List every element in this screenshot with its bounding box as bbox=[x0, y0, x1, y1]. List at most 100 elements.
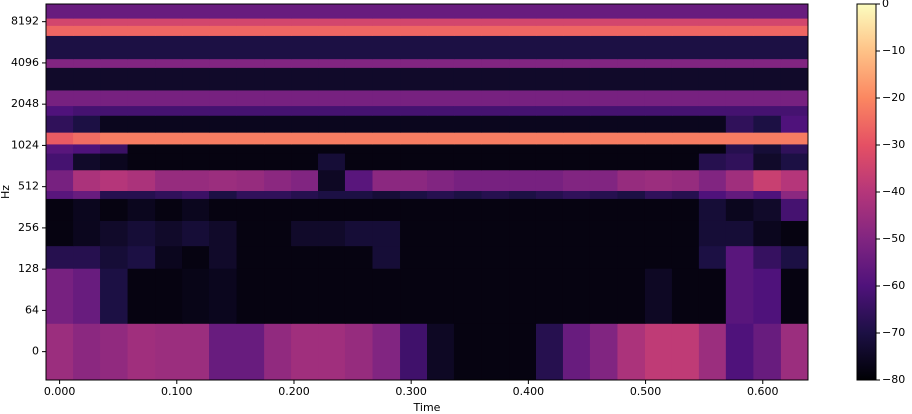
cell bbox=[671, 132, 700, 145]
colorbar bbox=[856, 3, 877, 381]
cell bbox=[427, 132, 455, 145]
colorbar-tick-label: −80 bbox=[882, 373, 905, 386]
cell bbox=[562, 143, 591, 154]
cell bbox=[264, 190, 292, 199]
cell bbox=[644, 268, 673, 324]
cell bbox=[155, 25, 183, 36]
cell bbox=[535, 115, 564, 133]
cell bbox=[535, 4, 564, 19]
cell bbox=[725, 143, 754, 154]
cell bbox=[617, 132, 646, 145]
y-tick-label: 128 bbox=[18, 262, 39, 275]
cell bbox=[344, 245, 374, 269]
cell bbox=[236, 153, 265, 171]
cell bbox=[698, 268, 727, 324]
cell bbox=[264, 198, 292, 221]
cell bbox=[264, 132, 292, 145]
cell bbox=[264, 169, 292, 191]
cell bbox=[182, 143, 210, 154]
cell bbox=[318, 4, 346, 19]
cell bbox=[344, 105, 374, 116]
cell bbox=[182, 198, 210, 221]
cell bbox=[344, 89, 374, 107]
cell bbox=[236, 220, 265, 247]
cell bbox=[100, 268, 129, 324]
cell bbox=[236, 35, 265, 60]
cell bbox=[617, 323, 646, 381]
cell bbox=[644, 115, 673, 133]
cell bbox=[427, 198, 455, 221]
cell bbox=[589, 25, 618, 36]
cell bbox=[372, 198, 401, 221]
cell bbox=[46, 198, 74, 221]
cell bbox=[753, 35, 782, 60]
cell bbox=[291, 25, 319, 36]
cell bbox=[427, 268, 455, 324]
cell bbox=[671, 245, 700, 269]
cell bbox=[780, 4, 809, 19]
cell bbox=[236, 198, 265, 221]
cell bbox=[400, 132, 428, 145]
cell bbox=[535, 169, 564, 191]
cell bbox=[400, 268, 428, 324]
y-tick-label: 512 bbox=[18, 180, 39, 193]
cell bbox=[535, 58, 564, 68]
cell bbox=[209, 323, 238, 381]
cell bbox=[589, 220, 618, 247]
cell bbox=[344, 58, 374, 68]
cell bbox=[562, 58, 591, 68]
y-tick-label: 4096 bbox=[11, 56, 39, 69]
cell bbox=[400, 115, 428, 133]
cell bbox=[427, 245, 455, 269]
cell bbox=[481, 190, 510, 199]
cell bbox=[236, 89, 265, 107]
cell bbox=[127, 115, 156, 133]
cell bbox=[535, 67, 564, 91]
cell bbox=[155, 18, 183, 26]
cell bbox=[236, 67, 265, 91]
cell bbox=[509, 25, 537, 36]
cell bbox=[318, 220, 346, 247]
cell bbox=[209, 25, 238, 36]
cell bbox=[400, 190, 428, 199]
cell bbox=[427, 153, 455, 171]
cell bbox=[100, 58, 129, 68]
cell bbox=[236, 132, 265, 145]
cell bbox=[481, 153, 510, 171]
cell bbox=[209, 58, 238, 68]
cell bbox=[562, 35, 591, 60]
cell bbox=[427, 190, 455, 199]
cell bbox=[127, 4, 156, 19]
cell bbox=[698, 132, 727, 145]
cell bbox=[453, 143, 482, 154]
x-tick-label: 0.500 bbox=[630, 385, 662, 398]
cell bbox=[589, 4, 618, 19]
cell bbox=[535, 198, 564, 221]
cell bbox=[698, 198, 727, 221]
cell bbox=[400, 220, 428, 247]
cell bbox=[481, 323, 510, 381]
cell bbox=[671, 35, 700, 60]
cell bbox=[509, 323, 537, 381]
cell bbox=[182, 67, 210, 91]
cell bbox=[589, 67, 618, 91]
cell bbox=[100, 323, 129, 381]
cell bbox=[562, 245, 591, 269]
cell bbox=[209, 220, 238, 247]
cell bbox=[264, 25, 292, 36]
cell bbox=[182, 190, 210, 199]
cell bbox=[155, 169, 183, 191]
cell bbox=[535, 190, 564, 199]
cell bbox=[46, 105, 74, 116]
cell bbox=[753, 190, 782, 199]
cell bbox=[453, 58, 482, 68]
cell bbox=[209, 198, 238, 221]
cell bbox=[236, 169, 265, 191]
cell bbox=[562, 4, 591, 19]
cell bbox=[509, 132, 537, 145]
cell bbox=[780, 25, 809, 36]
cell bbox=[753, 67, 782, 91]
cell bbox=[617, 245, 646, 269]
cell bbox=[127, 153, 156, 171]
cell bbox=[725, 220, 754, 247]
